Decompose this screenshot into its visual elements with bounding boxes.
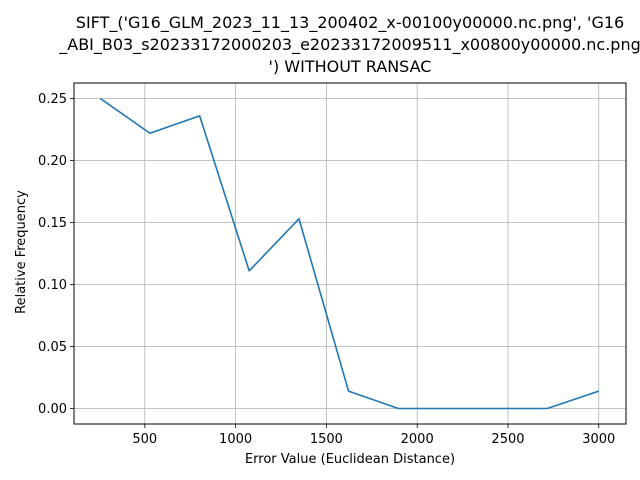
series-layer [99,97,600,410]
x-tick-label: 2500 [491,432,524,447]
x-axis-label: Error Value (Euclidean Distance) [245,452,455,467]
grid [74,83,626,424]
y-tick-label: 0.05 [38,340,67,355]
chart-title-line-3: ') WITHOUT RANSAC [269,57,432,76]
chart-title-line-1: SIFT_('G16_GLM_2023_11_13_200402_x-00100… [76,13,624,33]
y-tick-label: 0.20 [38,154,67,169]
plot-frame [73,82,627,425]
y-tick-label: 0.15 [38,216,67,231]
y-axis-label: Relative Frequency [14,190,29,314]
x-tick-label: 500 [132,432,157,447]
chart-title-line-2: _ABI_B03_s20233172000203_e20233172009511… [58,35,640,55]
ticks: 500 1000 1500 2000 2500 3000 0.00 0.05 0.10 0.15 0… [38,92,615,447]
y-tick-label: 0.25 [38,92,67,107]
series-line [99,97,600,410]
x-tick-label: 1500 [310,432,343,447]
chart-title: SIFT_('G16_GLM_2023_11_13_200402_x-00100… [58,13,640,76]
x-tick-label: 2000 [401,432,434,447]
y-tick-label: 0.10 [38,278,67,293]
x-tick-label: 1000 [219,432,252,447]
x-tick-label: 3000 [582,432,615,447]
y-tick-label: 0.00 [38,402,67,417]
